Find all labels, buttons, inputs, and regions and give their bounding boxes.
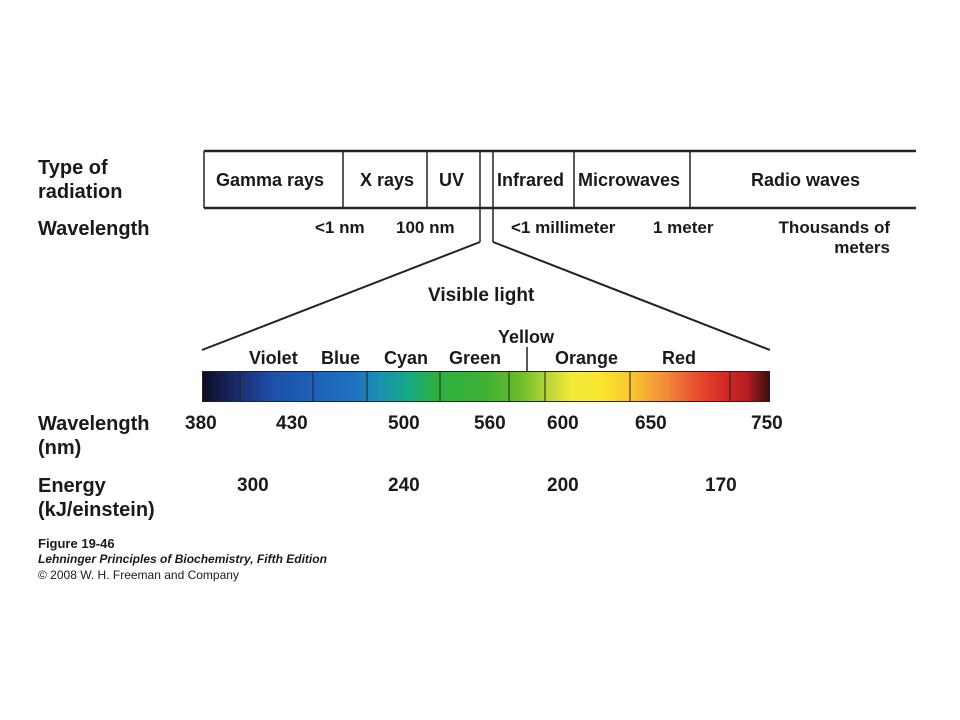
wavelength-tick-750: 750 [751,413,783,434]
energy-tick-240: 240 [388,475,420,496]
color-label-cyan: Cyan [384,348,429,368]
wavelength-tick-500: 500 [388,413,420,434]
color-label-yellow: Yellow [498,327,555,347]
wavelength-lt-1nm: <1 nm [315,218,365,237]
energy-tick-170: 170 [705,475,737,496]
wavelength-tick-380: 380 [185,413,217,434]
wavelength-tick-600: 600 [547,413,579,434]
row-header-line: (kJ/einstein) [38,499,155,521]
row-header-wavelength: Wavelength [38,218,150,240]
visible-expansion-left-line [201,241,481,351]
copyright-notice: © 2008 W. H. Freeman and Company [38,568,239,582]
wavelength-tick-430: 430 [276,413,308,434]
radiation-type-radio-waves: Radio waves [751,170,861,190]
visible-light-title: Visible light [428,285,535,306]
wavelength-lt-1-millimeter: <1 millimeter [511,218,616,237]
row-header-wavelength-nm: Wavelength (nm) [38,412,150,460]
radiation-type-infrared: Infrared [497,170,565,190]
row-header-line: Wavelength [38,413,150,435]
wavelength-line: meters [834,238,890,257]
wavelength-line: Thousands of [778,218,890,237]
energy-tick-200: 200 [547,475,579,496]
row-header-line: (nm) [38,437,82,459]
row-header-line: Energy [38,475,106,497]
radiation-type-gamma-rays: Gamma rays [216,170,325,190]
row-header-line: radiation [38,181,123,203]
radiation-type-uv: UV [439,170,465,190]
wavelength-thousands-of-meters: Thousands of meters [766,218,890,258]
color-label-green: Green [449,348,502,368]
visible-expansion-right-line [492,241,771,351]
row-header-energy: Energy (kJ/einstein) [38,474,155,522]
figure-number: Figure 19-46 [38,536,115,551]
radiation-type-microwaves: Microwaves [578,170,681,190]
row-header-type-of-radiation: Type of radiation [38,156,122,204]
energy-tick-300: 300 [237,475,269,496]
color-label-orange: Orange [555,348,619,368]
wavelength-tick-650: 650 [635,413,667,434]
wavelength-100nm: 100 nm [396,218,455,237]
color-label-red: Red [662,348,697,368]
book-title: Lehninger Principles of Biochemistry, Fi… [38,552,327,566]
row-header-line: Type of [38,157,108,179]
radiation-type-x-rays: X rays [360,170,415,190]
visible-spectrum-bar [202,371,770,402]
color-label-blue: Blue [321,348,361,368]
color-label-violet: Violet [249,348,298,368]
wavelength-1-meter: 1 meter [653,218,714,237]
wavelength-tick-560: 560 [474,413,506,434]
